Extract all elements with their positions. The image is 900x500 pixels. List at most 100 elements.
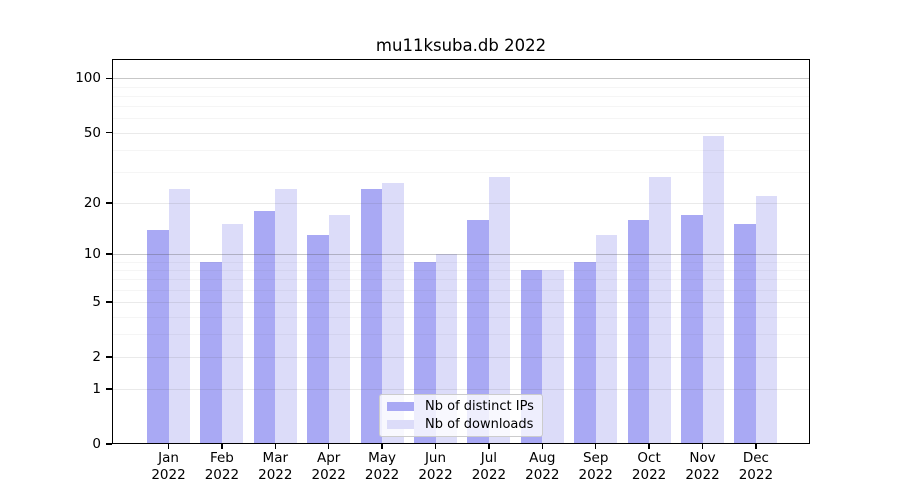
x-tick-label-feb: Feb 2022 [190, 450, 254, 484]
x-tick-label-mar: Mar 2022 [243, 450, 307, 484]
minor-gridline-80 [112, 95, 810, 97]
x-label-month: Oct [637, 450, 661, 466]
gridline-1 [112, 389, 810, 391]
minor-gridline-9 [112, 261, 810, 263]
minor-gridline-8 [112, 269, 810, 271]
x-label-month: Apr [317, 450, 341, 466]
y-tick-100 [106, 77, 112, 80]
x-tick-label-may: May 2022 [350, 450, 414, 484]
x-tick-label-sep: Sep 2022 [564, 450, 628, 484]
x-tick-label-dec: Dec 2022 [724, 450, 788, 484]
gridline-2 [112, 357, 810, 358]
bar-nb-of-downloads-aug [542, 269, 564, 444]
legend-item-nb-of-downloads: Nb of downloads [387, 417, 534, 432]
x-label-month: Jul [480, 450, 498, 466]
x-label-year: 2022 [364, 467, 400, 483]
bar-nb-of-distinct-ips-feb [200, 261, 222, 444]
y-tick-label-100: 100 [75, 70, 101, 87]
bar-nb-of-distinct-ips-mar [253, 210, 276, 444]
x-tick-jan [167, 444, 170, 449]
x-tick-label-apr: Apr 2022 [297, 450, 361, 484]
y-tick-label-10: 10 [83, 246, 101, 262]
x-label-year: 2022 [418, 467, 453, 483]
x-label-year: 2022 [578, 467, 613, 483]
x-label-month: Feb [209, 450, 234, 466]
legend-item-nb-of-distinct-ips: Nb of distinct IPs [387, 399, 534, 414]
gridline-10 [112, 254, 810, 255]
x-tick-jun [434, 444, 437, 449]
legend-label-nb-of-distinct-ips: Nb of distinct IPs [425, 399, 534, 415]
y-tick-label-5: 5 [92, 294, 101, 311]
x-tick-label-oct: Oct 2022 [617, 450, 681, 484]
x-tick-may [381, 444, 383, 449]
minor-gridline-3 [112, 334, 810, 336]
bar-nb-of-distinct-ips-sep [574, 261, 596, 444]
x-label-month: Jan [158, 450, 179, 466]
bar-nb-of-downloads-apr [328, 215, 351, 444]
bar-nb-of-distinct-ips-oct [627, 219, 650, 444]
y-tick-5 [106, 301, 112, 303]
y-tick-1 [106, 388, 112, 390]
x-tick-label-jul: Jul 2022 [457, 450, 521, 484]
x-label-year: 2022 [525, 467, 560, 483]
minor-gridline-6 [112, 289, 810, 291]
x-label-month: May [368, 450, 397, 466]
bar-nb-of-distinct-ips-dec [734, 224, 756, 444]
minor-gridline-70 [112, 106, 810, 108]
x-label-month: Mar [262, 450, 289, 466]
legend-swatch-nb-of-distinct-ips [387, 402, 414, 412]
bar-nb-of-downloads-feb [221, 224, 244, 444]
gridline-5 [112, 302, 810, 304]
y-tick-label-0: 0 [92, 436, 101, 452]
x-tick-oct [648, 444, 650, 449]
bar-nb-of-downloads-sep [595, 234, 618, 444]
x-label-month: Jun [424, 450, 447, 466]
minor-gridline-60 [112, 118, 810, 120]
bar-nb-of-downloads-may [382, 182, 404, 444]
minor-gridline-40 [112, 149, 810, 151]
bar-nb-of-downloads-jan [168, 189, 190, 444]
x-label-month: Sep [582, 450, 609, 466]
x-tick-label-jun: Jun 2022 [404, 450, 468, 484]
legend-swatch-nb-of-downloads [387, 419, 414, 429]
x-label-year: 2022 [471, 467, 507, 483]
x-tick-label-jan: Jan 2022 [137, 450, 201, 484]
x-label-year: 2022 [258, 467, 293, 483]
bar-nb-of-downloads-jul [488, 177, 511, 444]
gridline-20 [112, 202, 810, 204]
bar-nb-of-downloads-mar [275, 189, 297, 444]
minor-gridline-90 [112, 86, 810, 88]
x-tick-feb [221, 444, 223, 449]
plot-area [112, 59, 810, 444]
y-tick-50 [106, 131, 112, 134]
x-label-year: 2022 [685, 467, 720, 483]
x-tick-dec [755, 444, 757, 449]
minor-gridline-4 [112, 316, 810, 318]
bar-nb-of-downloads-nov [702, 135, 724, 444]
x-tick-label-nov: Nov 2022 [671, 450, 735, 484]
minor-gridline-30 [112, 172, 810, 173]
x-tick-apr [327, 444, 330, 449]
y-tick-2 [106, 356, 112, 358]
x-tick-label-aug: Aug 2022 [510, 450, 574, 484]
x-label-year: 2022 [151, 467, 186, 483]
bar-nb-of-distinct-ips-may [360, 189, 383, 444]
y-tick-20 [106, 202, 112, 204]
bar-nb-of-distinct-ips-jul [467, 219, 489, 444]
bar-nb-of-distinct-ips-nov [681, 215, 703, 444]
bar-nb-of-downloads-oct [649, 177, 671, 444]
legend-label-nb-of-downloads: Nb of downloads [425, 416, 534, 432]
x-label-year: 2022 [311, 467, 346, 483]
x-label-year: 2022 [738, 467, 774, 483]
x-label-month: Dec [742, 450, 769, 466]
y-tick-label-20: 20 [83, 194, 101, 211]
y-tick-label-50: 50 [83, 124, 101, 141]
x-label-year: 2022 [204, 467, 240, 483]
y-tick-label-1: 1 [92, 381, 101, 398]
bar-nb-of-distinct-ips-apr [307, 234, 329, 444]
x-label-month: Nov [689, 450, 716, 466]
x-label-year: 2022 [631, 467, 667, 483]
x-tick-mar [274, 444, 277, 449]
y-tick-0 [106, 443, 112, 445]
